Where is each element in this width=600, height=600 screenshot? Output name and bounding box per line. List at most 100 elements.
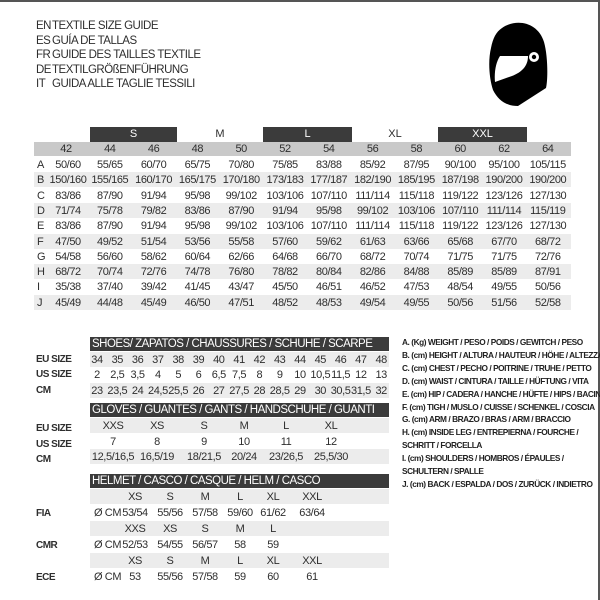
table-cell: L [283,420,289,432]
table-cell: 70/74 [97,266,123,279]
size-band-label: XXL [472,128,493,140]
table-cell: 68/72 [359,250,386,263]
table-cell: 182/190 [354,174,392,187]
table-cell: 95/100 [488,159,520,171]
table-cell: 119/122 [442,220,479,233]
row-letter: D [37,204,45,217]
table-cell: 11 [280,435,292,448]
title-line: DETEXTILGRÖßENFÜHRUNG [36,64,189,77]
helmet-size: XL [266,555,280,567]
table-cell: 115/118 [398,220,435,233]
table-row-bg [90,352,389,367]
table-cell: 64/68 [272,250,298,263]
legend-line: G. (cm) ARM / BRAZO / BRAS / ARM / BRACC… [402,414,571,425]
eu-size-header: 60 [454,143,466,155]
table-cell: 11,5 [331,369,351,382]
table-cell: 53/56 [184,235,211,248]
row-letter: C [37,189,45,202]
table-cell: 99/102 [356,204,389,217]
table-cell: 60/70 [140,159,167,171]
table-cell: 42 [253,354,266,366]
table-cell: 32 [375,384,387,397]
legend-line: H. (cm) INSIDE LEG / ENTREPIERNA / FOURC… [402,427,579,438]
table-cell: 39 [192,354,205,366]
size-band-label: M [215,128,225,140]
table-cell: 51/56 [491,296,517,309]
legend-line: E. (cm) HIP / CADERA / HANCHE / HÜFTE / … [402,388,600,399]
table-cell: 5 [175,369,182,382]
helmet-header: HELMET / CASCO / CASQUE / HELM / CASCO [90,474,389,488]
table-cell: 7,5 [232,369,247,382]
table-row-bg [90,489,389,504]
table-cell: 30 [314,384,327,397]
table-cell: 20/24 [231,451,257,463]
table-cell: 85/89 [491,266,517,279]
helmet-size: L [237,555,243,567]
standard-label: CMR [36,540,58,551]
legend-line: SCHULTERN / SPALLE [402,466,484,476]
table-cell: 70/80 [228,159,254,171]
helmet-size: XS [128,555,142,567]
standard-label: ECE [36,572,56,583]
title-text: GUIDA ALLE TAGLIE TESSILI [52,78,195,90]
language-code: IT [36,78,46,90]
table-cell: 65/75 [184,159,211,171]
frame-border-top [0,0,600,2]
table-cell: 127/130 [529,220,567,233]
helmet-size: M [200,491,210,503]
table-cell: 61 [306,571,318,583]
table-cell: 48 [375,354,387,366]
table-cell: 4 [155,369,161,382]
table-cell: 95/98 [184,189,211,202]
table-cell: 95/98 [184,220,211,233]
table-cell: 56/60 [97,250,123,263]
table-cell: 43 [273,354,286,366]
unit-label: Ø CM [94,571,122,583]
table-cell: 68/72 [535,235,561,248]
table-cell: 49/52 [97,235,123,248]
table-cell: 87/91 [535,266,561,279]
table-cell: 57/60 [272,235,298,248]
table-cell: 27,5 [229,384,249,397]
row-letter: F [37,235,44,248]
table-cell: 18/21,5 [187,451,221,463]
table-cell: 41 [233,354,245,366]
table-cell: 83/86 [55,189,81,202]
table-cell: 59/62 [316,235,342,248]
table-cell: 48/53 [316,296,342,309]
table-cell: 91/94 [272,204,298,217]
table-cell: 44 [294,354,306,366]
row-letter: A [37,159,44,171]
table-cell: 46/52 [359,281,386,294]
table-cell: 49/54 [359,296,386,309]
table-cell: M [239,420,249,432]
legend-line: B. (cm) HEIGHT / ALTURA / HAUTEUR / HÖHE… [402,349,600,360]
table-cell: 43/47 [228,281,254,294]
table-cell: 57/58 [192,571,218,583]
row-label: US SIZE [36,369,72,381]
legend-line: J. (cm) BACK / ESPALDA / DOS / ZURÜCK / … [402,478,593,489]
table-cell: 25,5/30 [314,451,348,463]
table-cell: 6 [195,369,202,382]
table-cell: 90/100 [444,159,477,171]
title-line: ES GUÍA DE TALLAS [36,35,137,48]
eu-size-header: 62 [498,143,510,155]
table-cell: 51/54 [140,235,167,248]
table-cell: 39/42 [140,281,167,294]
helmet-size: XS [163,523,177,535]
table-cell: 99/102 [225,189,258,202]
table-row-bg [90,553,389,568]
eu-size-header: 46 [147,143,160,155]
table-cell: 45/49 [140,296,167,309]
table-cell: 56/57 [192,539,218,551]
table-cell: 2,5 [110,369,125,382]
table-cell: 80/84 [316,266,342,279]
table-cell: 103/106 [397,204,435,217]
table-cell: 52/58 [535,296,561,309]
legend-line: I. (cm) SHOULDERS / HOMBROS / ÉPAULES / [402,453,564,464]
table-cell: S [200,420,208,432]
helmet-size: M [200,555,210,567]
table-cell: 83/86 [55,220,81,233]
unit-label: Ø CM [94,539,122,551]
title-line: FR GUIDE DES TAILLES TEXTILE [36,49,201,62]
